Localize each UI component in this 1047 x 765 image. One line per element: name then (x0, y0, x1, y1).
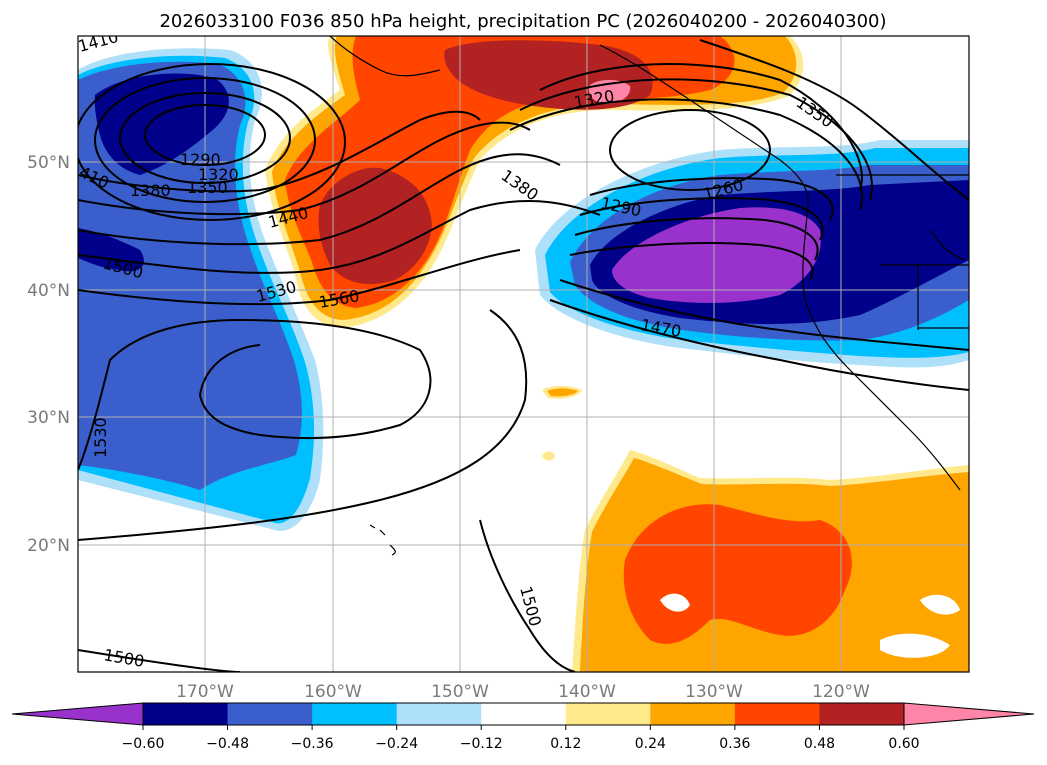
colorbar-tick-label: 0.12 (550, 736, 581, 752)
map-frame (77, 35, 970, 673)
colorbar-tick-label: 0.24 (635, 736, 666, 752)
colorbar-cell (481, 703, 567, 725)
colorbar-cell (312, 703, 398, 725)
colorbar-tick-label: −0.24 (375, 736, 418, 752)
colorbar: −0.60 −0.48 −0.36 −0.24 −0.12 0.12 0.24 0.36 0.4… (11, 702, 1035, 752)
colorbar-cell (396, 703, 482, 725)
neg-region-east-purple (612, 207, 821, 303)
colorbar-frame (142, 702, 905, 726)
colorbar-cell (734, 703, 820, 725)
lat-tick-label: 40°N (27, 281, 70, 301)
lat-axis: 50°N 40°N 30°N 20°N (27, 153, 70, 556)
colorbar-high-extend (903, 702, 1035, 726)
height-contours (78, 39, 969, 672)
lon-tick-label: 120°W (812, 682, 870, 702)
se-hole-1 (660, 593, 690, 612)
colorbar-low-extend (11, 702, 144, 726)
colorbar-tick-label: 0.60 (888, 736, 919, 752)
pos-region-north-darkred (318, 167, 432, 285)
colorbar-tick-label: −0.60 (122, 736, 165, 752)
colorbar-tick-label: −0.48 (206, 736, 249, 752)
lat-tick-label: 20°N (27, 536, 70, 556)
colorbar-tick-label: 0.36 (719, 736, 750, 752)
lat-tick-label: 50°N (27, 153, 70, 173)
coastlines (329, 36, 969, 556)
se-hole-2 (880, 633, 950, 658)
colorbar-cell (650, 703, 736, 725)
lon-axis: 170°W 160°W 150°W 140°W 130°W 120°W (176, 682, 870, 702)
contour-label: 1380 (130, 181, 171, 200)
colorbar-tick-label: −0.36 (291, 736, 334, 752)
lon-tick-label: 130°W (685, 682, 743, 702)
contour-label: 1290 (180, 150, 221, 169)
lon-tick-label: 140°W (558, 682, 616, 702)
neg-region-west-navy (94, 73, 229, 175)
colorbar-cell (819, 703, 905, 725)
lon-tick-label: 160°W (304, 682, 362, 702)
colorbar-tick-label: −0.12 (460, 736, 503, 752)
pos-region-small-orange (547, 388, 578, 397)
map-panel: 1410 1290 1320 1350 1380 410 1440 1500 1… (78, 36, 969, 672)
graticule (78, 36, 969, 672)
lon-tick-label: 150°W (431, 682, 489, 702)
map-title: 2026033100 F036 850 hPa height, precipit… (159, 11, 886, 32)
pos-region-dot (542, 451, 555, 461)
contour-label: 1320 (198, 165, 239, 184)
contour-label: 1530 (91, 417, 110, 458)
colorbar-cell (565, 703, 651, 725)
colorbar-cell (143, 703, 229, 725)
lon-tick-label: 170°W (176, 682, 234, 702)
colorbar-cell (227, 703, 313, 725)
colorbar-tick-label: 0.48 (804, 736, 835, 752)
se-hole-3 (920, 594, 960, 615)
lat-tick-label: 30°N (27, 408, 70, 428)
contour-label: 1350 (187, 178, 228, 197)
